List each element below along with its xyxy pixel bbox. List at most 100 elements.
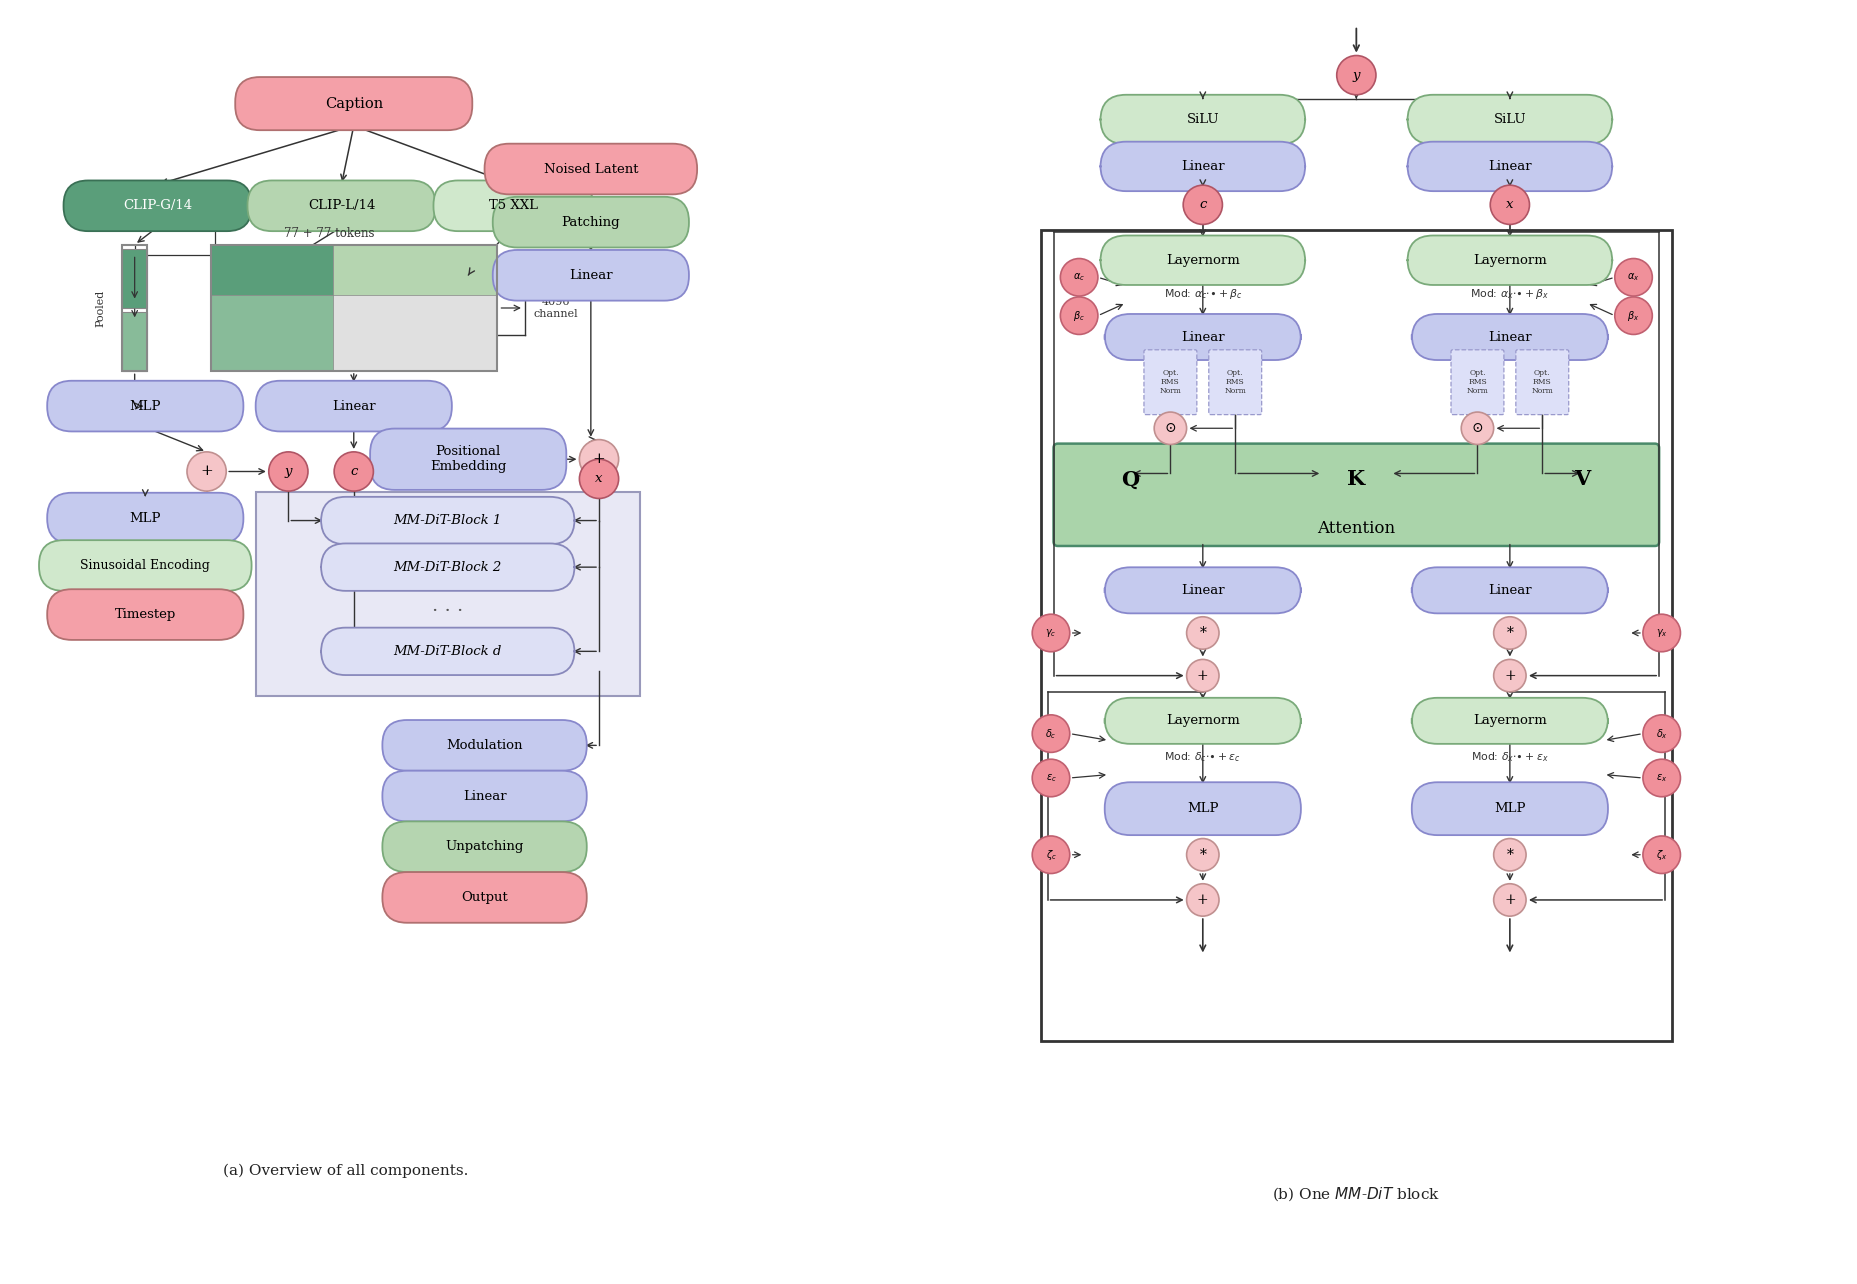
FancyBboxPatch shape [1040, 230, 1671, 1040]
Circle shape [1183, 185, 1222, 225]
Text: Mod: $\alpha_x{\cdot}{\bullet}+\beta_x$: Mod: $\alpha_x{\cdot}{\bullet}+\beta_x$ [1469, 288, 1549, 302]
FancyBboxPatch shape [332, 245, 496, 295]
Text: CLIP-L/14: CLIP-L/14 [308, 199, 375, 212]
Text: (b) One $\mathit{MM}$-$\mathit{DiT}$ block: (b) One $\mathit{MM}$-$\mathit{DiT}$ blo… [1272, 1185, 1439, 1203]
Circle shape [1187, 660, 1218, 692]
Text: $\delta_c$: $\delta_c$ [1045, 727, 1057, 741]
Text: Positional
Embedding: Positional Embedding [429, 446, 507, 474]
Text: $\alpha_c$: $\alpha_c$ [1073, 271, 1084, 284]
FancyBboxPatch shape [1408, 235, 1612, 285]
FancyBboxPatch shape [123, 249, 147, 308]
FancyBboxPatch shape [321, 628, 574, 675]
Text: *: * [1200, 847, 1205, 862]
FancyBboxPatch shape [63, 181, 251, 231]
FancyBboxPatch shape [1099, 235, 1304, 285]
Text: K: K [1346, 470, 1365, 489]
Circle shape [1032, 614, 1070, 652]
FancyBboxPatch shape [1450, 349, 1502, 415]
Text: Layernorm: Layernorm [1473, 254, 1545, 267]
FancyBboxPatch shape [256, 492, 639, 696]
Circle shape [1335, 55, 1376, 95]
Text: +: + [201, 465, 214, 479]
FancyBboxPatch shape [46, 589, 243, 639]
Text: Timestep: Timestep [115, 609, 176, 621]
Text: y: y [284, 465, 292, 478]
Circle shape [1032, 836, 1070, 873]
Text: 4096
channel: 4096 channel [533, 297, 578, 318]
Text: *: * [1200, 627, 1205, 639]
Text: MLP: MLP [1493, 802, 1525, 815]
FancyBboxPatch shape [1411, 568, 1606, 614]
Circle shape [1642, 759, 1679, 797]
Text: (a) Overview of all components.: (a) Overview of all components. [223, 1163, 468, 1177]
Text: x: x [1506, 198, 1513, 212]
FancyBboxPatch shape [1099, 95, 1304, 144]
Text: MLP: MLP [1187, 802, 1218, 815]
FancyBboxPatch shape [1099, 141, 1304, 191]
Text: $\beta_x$: $\beta_x$ [1627, 308, 1640, 322]
FancyBboxPatch shape [485, 144, 696, 194]
Circle shape [1493, 838, 1525, 871]
Text: Linear: Linear [568, 268, 613, 281]
Circle shape [1460, 412, 1493, 444]
Text: +: + [1196, 669, 1207, 683]
FancyBboxPatch shape [1515, 349, 1567, 415]
Text: ⊙: ⊙ [1471, 421, 1482, 435]
Text: x: x [594, 473, 602, 485]
Text: y: y [1352, 68, 1359, 82]
FancyBboxPatch shape [123, 312, 147, 371]
FancyBboxPatch shape [1105, 568, 1300, 614]
Circle shape [1153, 412, 1187, 444]
Circle shape [334, 452, 373, 490]
Circle shape [1187, 616, 1218, 650]
Circle shape [1032, 759, 1070, 797]
Text: +: + [1504, 669, 1515, 683]
Text: SiLU: SiLU [1493, 113, 1525, 126]
FancyBboxPatch shape [1105, 697, 1300, 743]
Text: Output: Output [461, 891, 507, 904]
Text: *: * [1506, 627, 1512, 639]
Circle shape [1493, 883, 1525, 917]
Text: Caption: Caption [325, 96, 383, 110]
Circle shape [1642, 836, 1679, 873]
FancyBboxPatch shape [210, 295, 332, 371]
Text: Patching: Patching [561, 216, 620, 229]
FancyBboxPatch shape [1408, 141, 1612, 191]
Text: Q: Q [1120, 470, 1138, 489]
FancyBboxPatch shape [321, 543, 574, 591]
Text: +: + [1196, 892, 1207, 907]
FancyBboxPatch shape [39, 541, 251, 591]
Text: Attention: Attention [1317, 520, 1395, 538]
FancyBboxPatch shape [492, 250, 689, 300]
Circle shape [1642, 614, 1679, 652]
FancyBboxPatch shape [256, 381, 451, 431]
Text: Linear: Linear [1181, 330, 1224, 344]
Text: Linear: Linear [462, 790, 507, 802]
FancyBboxPatch shape [383, 822, 587, 872]
Circle shape [188, 452, 227, 490]
FancyBboxPatch shape [1105, 782, 1300, 835]
Text: Pooled: Pooled [95, 289, 106, 326]
Text: Layernorm: Layernorm [1166, 714, 1239, 727]
FancyBboxPatch shape [210, 245, 332, 295]
Text: . . .: . . . [433, 597, 462, 615]
Text: Linear: Linear [1181, 584, 1224, 597]
FancyBboxPatch shape [210, 245, 496, 371]
Circle shape [579, 460, 618, 498]
Text: CLIP-G/14: CLIP-G/14 [123, 199, 191, 212]
Text: V: V [1573, 470, 1590, 489]
Text: Linear: Linear [1487, 584, 1530, 597]
Text: MM-DiT-Block 1: MM-DiT-Block 1 [394, 514, 501, 526]
FancyBboxPatch shape [1144, 349, 1196, 415]
FancyBboxPatch shape [370, 429, 566, 490]
Text: Layernorm: Layernorm [1473, 714, 1545, 727]
Text: Modulation: Modulation [446, 738, 522, 752]
Text: *: * [1506, 847, 1512, 862]
FancyBboxPatch shape [433, 181, 592, 231]
Text: Mod: $\delta_x{\cdot}{\bullet}+\epsilon_x$: Mod: $\delta_x{\cdot}{\bullet}+\epsilon_… [1471, 751, 1549, 764]
Text: Linear: Linear [1181, 160, 1224, 173]
Circle shape [1032, 715, 1070, 752]
FancyBboxPatch shape [1209, 349, 1261, 415]
Text: $\alpha_x$: $\alpha_x$ [1627, 271, 1640, 284]
Circle shape [1060, 297, 1097, 334]
